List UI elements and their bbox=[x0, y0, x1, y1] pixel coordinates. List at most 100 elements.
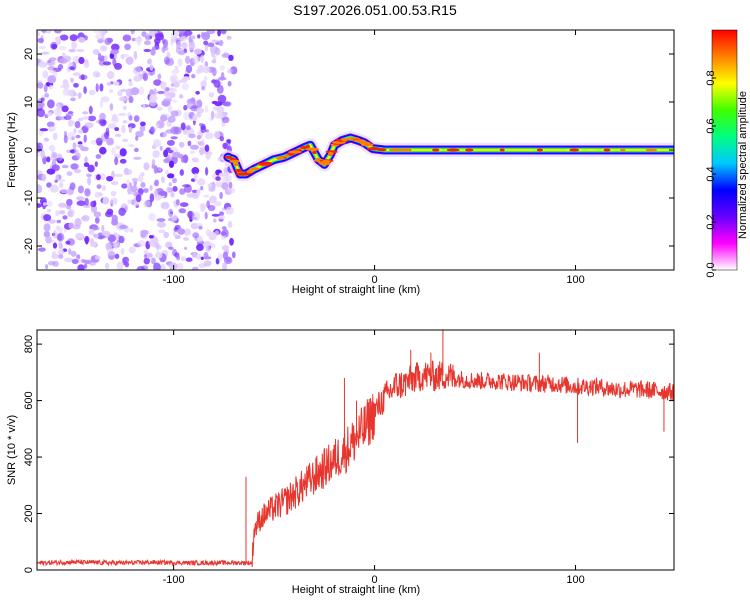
track-hot-spot bbox=[446, 148, 460, 152]
noise-speckle bbox=[185, 125, 191, 131]
noise-speckle bbox=[77, 185, 84, 194]
track-hot-spot bbox=[499, 148, 505, 152]
noise-speckle bbox=[102, 61, 112, 66]
noise-speckle bbox=[65, 240, 71, 245]
y-tick-label: 600 bbox=[23, 391, 35, 409]
noise-speckle bbox=[127, 199, 132, 204]
noise-speckle bbox=[135, 135, 139, 141]
noise-speckle bbox=[218, 39, 224, 47]
noise-speckle bbox=[196, 243, 204, 251]
noise-speckle bbox=[38, 61, 48, 68]
noise-speckle bbox=[167, 149, 174, 154]
noise-speckle bbox=[203, 260, 212, 267]
noise-speckle bbox=[163, 56, 170, 65]
noise-speckle bbox=[172, 230, 177, 237]
noise-speckle bbox=[171, 30, 179, 38]
noise-speckle bbox=[47, 200, 53, 208]
noise-speckle bbox=[178, 50, 186, 56]
noise-speckle bbox=[204, 105, 208, 113]
noise-speckle bbox=[158, 191, 168, 196]
noise-speckle bbox=[125, 56, 134, 65]
colorbar-tick-label: 0.0 bbox=[705, 262, 717, 277]
noise-speckle bbox=[53, 30, 62, 34]
noise-speckle bbox=[81, 116, 89, 120]
noise-speckle bbox=[48, 219, 57, 224]
noise-speckle bbox=[95, 33, 103, 40]
noise-speckle bbox=[149, 185, 153, 191]
noise-speckle bbox=[155, 123, 160, 128]
noise-speckle bbox=[106, 82, 112, 86]
noise-speckle bbox=[37, 170, 43, 175]
noise-speckle bbox=[148, 238, 157, 247]
noise-speckle bbox=[56, 219, 62, 224]
noise-speckle bbox=[211, 59, 217, 64]
noise-speckle bbox=[108, 123, 117, 129]
spectrogram-x-label: Height of straight line (km) bbox=[292, 284, 420, 296]
noise-speckle bbox=[49, 57, 57, 61]
noise-speckle bbox=[198, 123, 204, 127]
noise-speckle bbox=[74, 168, 82, 174]
noise-speckle bbox=[45, 236, 52, 244]
noise-speckle bbox=[51, 43, 58, 50]
noise-speckle bbox=[143, 258, 150, 265]
noise-speckle bbox=[208, 151, 213, 156]
noise-speckle bbox=[219, 65, 225, 71]
noise-speckle bbox=[84, 235, 90, 244]
noise-speckle bbox=[46, 208, 52, 213]
noise-speckle bbox=[37, 203, 42, 208]
noise-speckle bbox=[111, 43, 120, 51]
noise-speckle bbox=[58, 182, 64, 189]
noise-speckle bbox=[196, 107, 205, 113]
noise-speckle bbox=[192, 266, 199, 270]
noise-speckle bbox=[73, 91, 77, 97]
noise-speckle bbox=[170, 191, 175, 198]
noise-speckle bbox=[218, 172, 226, 177]
noise-speckle bbox=[148, 235, 154, 239]
noise-speckle bbox=[128, 96, 134, 104]
noise-speckle bbox=[128, 126, 132, 133]
noise-speckle bbox=[130, 185, 138, 193]
noise-speckle bbox=[152, 150, 160, 158]
track-hot-spot bbox=[620, 148, 626, 152]
noise-speckle bbox=[159, 145, 163, 151]
noise-speckle bbox=[161, 176, 165, 183]
noise-speckle bbox=[61, 164, 69, 169]
noise-speckle bbox=[41, 51, 50, 55]
colorbar-tick-label: 0.8 bbox=[705, 70, 717, 85]
noise-speckle bbox=[180, 156, 186, 163]
noise-speckle bbox=[179, 169, 184, 176]
x-tick-label: 100 bbox=[566, 274, 584, 286]
noise-speckle bbox=[143, 249, 149, 255]
noise-speckle bbox=[228, 54, 234, 62]
y-tick-label: 10 bbox=[23, 96, 35, 108]
noise-speckle bbox=[128, 81, 133, 87]
noise-speckle bbox=[54, 157, 61, 162]
noise-speckle bbox=[211, 39, 219, 43]
noise-speckle bbox=[161, 38, 166, 44]
noise-speckle bbox=[68, 66, 75, 70]
noise-speckle bbox=[192, 157, 199, 163]
colorbar-label: Normalized spectral amplitude bbox=[737, 91, 749, 239]
noise-speckle bbox=[92, 226, 100, 231]
noise-speckle bbox=[94, 191, 100, 198]
noise-speckle bbox=[128, 115, 133, 121]
noise-speckle bbox=[214, 47, 221, 56]
noise-speckle bbox=[163, 231, 170, 239]
noise-speckle bbox=[188, 41, 196, 51]
track-hot-spot bbox=[288, 150, 302, 154]
track-hot-spot bbox=[260, 161, 273, 165]
track-hot-spot bbox=[432, 148, 440, 152]
noise-speckle bbox=[204, 75, 208, 82]
noise-speckle bbox=[58, 254, 64, 259]
noise-speckle bbox=[149, 193, 155, 203]
noise-speckle bbox=[66, 171, 73, 176]
noise-speckle bbox=[176, 262, 184, 270]
noise-speckle bbox=[77, 144, 84, 148]
noise-speckle bbox=[172, 152, 178, 158]
noise-speckle bbox=[43, 84, 48, 93]
noise-speckle bbox=[219, 211, 224, 217]
colorbar-tick-label: 0.2 bbox=[705, 214, 717, 229]
noise-speckle bbox=[54, 107, 62, 117]
noise-speckle bbox=[112, 241, 119, 249]
